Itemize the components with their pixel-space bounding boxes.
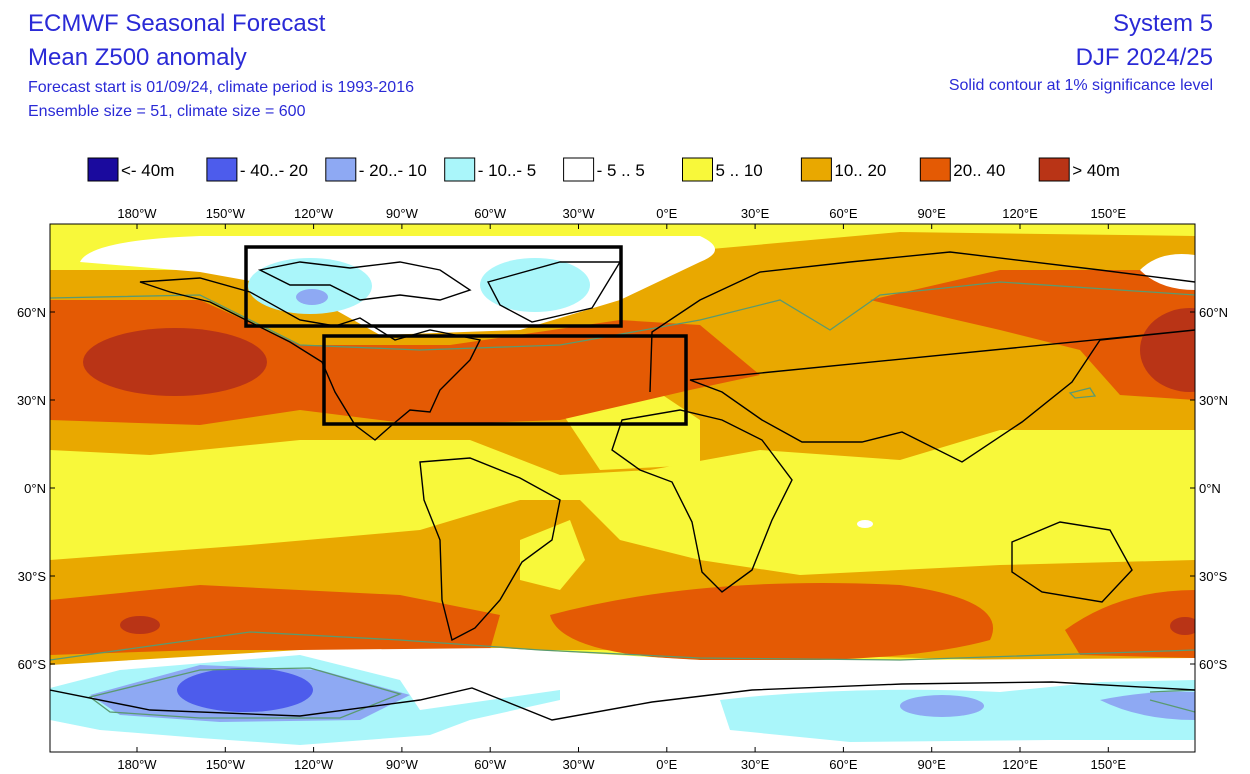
field-fill bbox=[857, 520, 873, 528]
lon-label: 30°W bbox=[563, 206, 596, 221]
field-fill bbox=[248, 258, 372, 314]
significance-contour bbox=[50, 281, 1195, 719]
legend-label: - 5 .. 5 bbox=[597, 161, 645, 180]
lon-label: 30°W bbox=[563, 757, 596, 772]
legend-label: - 10..- 5 bbox=[478, 161, 537, 180]
field-fill bbox=[900, 695, 984, 717]
legend-label: - 40..- 20 bbox=[240, 161, 308, 180]
field-fill bbox=[1065, 590, 1195, 658]
lon-label: 60°W bbox=[474, 757, 507, 772]
lat-label: 0°N bbox=[1199, 481, 1221, 496]
lon-label: 60°E bbox=[829, 757, 858, 772]
title: ECMWF Seasonal Forecast bbox=[28, 10, 326, 37]
lon-label: 0°E bbox=[656, 206, 677, 221]
field-fill bbox=[1140, 254, 1195, 290]
lat-label: 30°N bbox=[17, 393, 46, 408]
legend-label: - 20..- 10 bbox=[359, 161, 427, 180]
field-fill bbox=[1170, 617, 1195, 635]
field-fill bbox=[1140, 308, 1195, 392]
lat-label: 60°N bbox=[1199, 305, 1228, 320]
field-fill bbox=[1100, 691, 1195, 720]
lon-label: 90°W bbox=[386, 206, 419, 221]
region-box bbox=[322, 334, 688, 426]
field-fill bbox=[177, 668, 313, 712]
lon-label: 60°E bbox=[829, 206, 858, 221]
significance-note: Solid contour at 1% significance level bbox=[948, 77, 1213, 94]
lon-label: 90°E bbox=[918, 206, 947, 221]
ensemble-info: Ensemble size = 51, climate size = 600 bbox=[28, 103, 306, 120]
lon-label: 120°E bbox=[1002, 757, 1038, 772]
field-fill bbox=[520, 520, 585, 590]
lon-label: 60°W bbox=[474, 206, 507, 221]
lon-label: 150°W bbox=[206, 206, 246, 221]
legend-swatch bbox=[919, 157, 951, 182]
system: System 5 bbox=[1112, 10, 1213, 37]
lon-label: 120°W bbox=[294, 206, 334, 221]
anomaly-field bbox=[50, 224, 1195, 752]
lat-label: 0°N bbox=[24, 481, 46, 496]
lat-label: 30°N bbox=[1199, 393, 1228, 408]
legend-label: 10.. 20 bbox=[834, 161, 886, 180]
field-fill bbox=[480, 258, 590, 312]
legend-label: 5 .. 10 bbox=[716, 161, 763, 180]
lat-label: 60°N bbox=[17, 305, 46, 320]
field-fill bbox=[550, 583, 994, 661]
legend-swatch bbox=[206, 157, 238, 182]
lat-label: 30°S bbox=[18, 569, 47, 584]
legend-label: > 40m bbox=[1072, 161, 1120, 180]
legend-swatch bbox=[87, 157, 119, 182]
coastline bbox=[50, 251, 1195, 721]
field-fill bbox=[83, 328, 267, 396]
lon-label: 90°E bbox=[918, 757, 947, 772]
legend-swatch bbox=[800, 157, 832, 182]
forecast-info: Forecast start is 01/09/24, climate peri… bbox=[28, 79, 414, 96]
lon-label: 150°W bbox=[206, 757, 246, 772]
legend-label: <- 40m bbox=[121, 161, 174, 180]
season: DJF 2024/25 bbox=[1075, 44, 1213, 71]
legend-swatch bbox=[325, 157, 357, 182]
field-fill bbox=[50, 300, 760, 425]
legend-swatch bbox=[1038, 157, 1070, 182]
legend-swatch bbox=[563, 157, 595, 182]
legend-swatch bbox=[682, 157, 713, 182]
lon-label: 0°E bbox=[656, 757, 677, 772]
field-fill bbox=[50, 585, 500, 655]
lon-label: 150°E bbox=[1091, 757, 1127, 772]
lon-label: 120°W bbox=[294, 757, 334, 772]
field-fill bbox=[120, 616, 160, 634]
legend-label: 20.. 40 bbox=[953, 161, 1005, 180]
lon-label: 90°W bbox=[386, 757, 419, 772]
lon-label: 150°E bbox=[1091, 206, 1127, 221]
field-fill bbox=[296, 289, 328, 305]
field-fill bbox=[870, 270, 1195, 400]
subtitle: Mean Z500 anomaly bbox=[28, 44, 247, 71]
lon-label: 30°E bbox=[741, 757, 770, 772]
legend-swatch bbox=[444, 157, 476, 182]
lat-label: 60°S bbox=[1199, 657, 1228, 672]
lat-label: 30°S bbox=[1199, 569, 1228, 584]
lat-label: 60°S bbox=[18, 657, 47, 672]
lon-label: 180°W bbox=[117, 206, 157, 221]
lon-label: 30°E bbox=[741, 206, 770, 221]
lon-label: 180°W bbox=[117, 757, 157, 772]
region-box bbox=[244, 245, 623, 328]
lon-label: 120°E bbox=[1002, 206, 1038, 221]
